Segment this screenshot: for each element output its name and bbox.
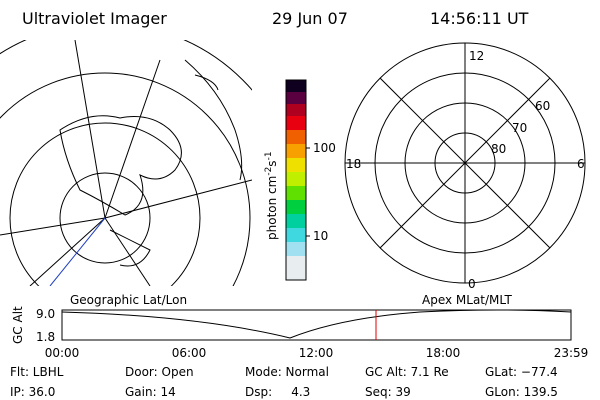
colorbar-tick: 10 — [313, 229, 328, 243]
info-field: Mode: Normal — [245, 365, 329, 379]
polar-grid: 12 6 0 18 60 70 80 — [344, 42, 586, 291]
mlat-label: 60 — [535, 99, 550, 113]
unit-part: photon cm — [265, 176, 279, 240]
info-field: GLat: −77.4 — [485, 365, 558, 379]
info-field: GLon: 139.5 — [485, 385, 558, 399]
strip-x-tick: 23:59 — [554, 346, 589, 360]
mlt-label: 18 — [346, 157, 361, 171]
mlt-label: 6 — [577, 157, 585, 171]
mlat-label: 70 — [512, 121, 527, 135]
colorbar-unit: photon cm-2s-1 — [264, 151, 279, 240]
strip-x-tick: 06:00 — [172, 346, 207, 360]
colorbar-tick: 100 — [313, 141, 336, 155]
strip-y-tick: 9.0 — [36, 307, 55, 321]
mlat-label: 80 — [491, 142, 506, 156]
time: 14:56:11 UT — [430, 9, 529, 28]
altitude-strip: Geographic Lat/Lon Apex MLat/MLT GC Alt … — [11, 293, 588, 360]
title: Ultraviolet Imager — [22, 9, 167, 28]
strip-label: Apex MLat/MLT — [422, 293, 512, 307]
strip-x-tick: 18:00 — [426, 346, 461, 360]
colorbar: 100 10 photon cm-2s-1 — [264, 79, 336, 281]
strip-y-label: GC Alt — [11, 306, 25, 344]
info-field: Dsp: 4.3 — [245, 385, 310, 399]
unit-part: s — [265, 160, 279, 166]
info-field: IP: 36.0 — [10, 385, 55, 399]
unit-part: -2 — [264, 167, 274, 176]
mlt-label: 0 — [468, 277, 476, 291]
strip-x-tick: 00:00 — [45, 346, 80, 360]
strip-label: Geographic Lat/Lon — [70, 293, 187, 307]
info-field: Gain: 14 — [125, 385, 176, 399]
info-panel: Flt: LBHL Door: Open Mode: Normal GC Alt: 7… — [10, 365, 558, 399]
info-field: Seq: 39 — [365, 385, 411, 399]
info-field: GC Alt: 7.1 Re — [365, 365, 449, 379]
info-field: Flt: LBHL — [10, 365, 64, 379]
strip-x-tick: 12:00 — [299, 346, 334, 360]
geo-map — [0, 40, 252, 286]
strip-y-tick: 1.8 — [36, 330, 55, 344]
date: 29 Jun 07 — [272, 9, 348, 28]
mlt-label: 12 — [469, 49, 484, 63]
info-field: Door: Open — [125, 365, 194, 379]
unit-part: -1 — [264, 151, 274, 160]
